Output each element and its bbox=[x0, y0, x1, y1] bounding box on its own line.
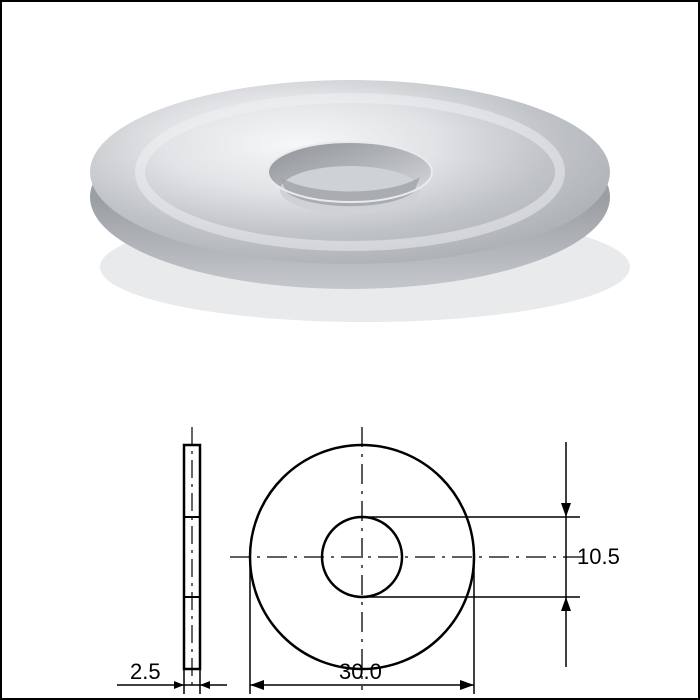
diagram-page: 2.5 30.0 bbox=[0, 0, 700, 700]
front-view bbox=[230, 427, 590, 690]
thickness-label: 2.5 bbox=[130, 659, 161, 684]
dimension-thickness: 2.5 bbox=[117, 659, 227, 694]
inner-dia-label: 10.5 bbox=[577, 544, 620, 569]
outer-dia-label: 30.0 bbox=[339, 659, 382, 684]
side-view bbox=[184, 427, 200, 690]
technical-drawing-svg: 2.5 30.0 bbox=[2, 2, 698, 698]
